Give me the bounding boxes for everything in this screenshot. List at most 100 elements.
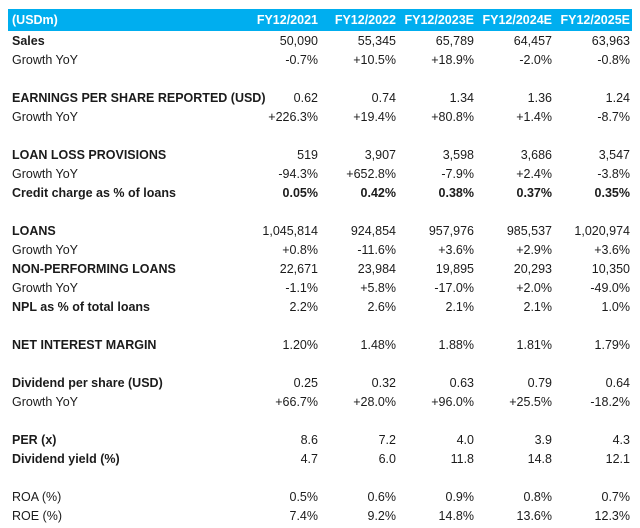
table-row: LOAN LOSS PROVISIONS 519 3,907 3,598 3,686 3,… — [8, 145, 632, 164]
cell-value: 0.5% — [289, 489, 319, 504]
cell-value: 4.3 — [612, 432, 630, 447]
spacer-row — [8, 411, 632, 430]
spacer-cell — [8, 126, 632, 145]
spacer-row — [8, 354, 632, 373]
cell-value: 22,671 — [279, 261, 318, 276]
cell-value: 1.81% — [516, 337, 552, 352]
cell-value: 11.8 — [450, 451, 474, 466]
cell-value: +19.4% — [353, 109, 396, 124]
cell-value: 2.6% — [367, 299, 397, 314]
table-row: Sales 50,090 55,345 65,789 64,457 63,963 — [8, 31, 632, 50]
cell-value: +3.6% — [594, 242, 630, 257]
cell-value: 50,090 — [279, 33, 318, 48]
table-row: EARNINGS PER SHARE REPORTED (USD) 0.62 0.7… — [8, 88, 632, 107]
cell-value: 0.42% — [360, 185, 396, 200]
cell-value: -0.8% — [597, 52, 630, 67]
cell-value: 0.32 — [371, 375, 396, 390]
cell-value: -11.6% — [357, 242, 396, 257]
table-row: Credit charge as % of loans 0.05% 0.42% 0.3… — [8, 183, 632, 202]
cell-value: 957,976 — [428, 223, 474, 238]
table-row: Growth YoY -0.7% +10.5% +18.9% -2.0% -0.8% — [8, 50, 632, 69]
cell-value: 1.20% — [282, 337, 318, 352]
cell-value: -94.3% — [278, 166, 318, 181]
cell-value: -18.2% — [590, 394, 630, 409]
table-row: NON-PERFORMING LOANS 22,671 23,984 19,895 20… — [8, 259, 632, 278]
header-row: (USDm) FY12/2021 FY12/2022 FY12/2023E FY12/… — [8, 9, 632, 31]
cell-value: 4.7 — [300, 451, 318, 466]
cell-value: 1.0% — [601, 299, 631, 314]
spacer-cell — [8, 411, 632, 430]
cell-value: 12.3% — [594, 508, 630, 523]
cell-value: 0.9% — [445, 489, 475, 504]
row-label: Growth YoY — [12, 166, 79, 181]
cell-value: 1,020,974 — [574, 223, 630, 238]
column-header: FY12/2023E — [398, 9, 476, 31]
table-row: ROE (%) 7.4% 9.2% 14.8% 13.6% 12.3% — [8, 506, 632, 525]
cell-value: -3.8% — [597, 166, 630, 181]
cell-value: 63,963 — [591, 33, 630, 48]
cell-value: 2.1% — [445, 299, 475, 314]
spacer-row — [8, 126, 632, 145]
cell-value: 3,907 — [364, 147, 396, 162]
spacer-cell — [8, 69, 632, 88]
table-row: Growth YoY +66.7% +28.0% +96.0% +25.5% -18.2% — [8, 392, 632, 411]
row-label: ROA (%) — [12, 489, 62, 504]
cell-value: 3,598 — [442, 147, 474, 162]
cell-value: -17.0% — [434, 280, 474, 295]
row-label: NON-PERFORMING LOANS — [12, 261, 176, 276]
spacer-row — [8, 69, 632, 88]
cell-value: +18.9% — [431, 52, 474, 67]
table-row: Dividend per share (USD) 0.25 0.32 0.63 0.79… — [8, 373, 632, 392]
cell-value: 14.8% — [438, 508, 474, 523]
cell-value: 0.7% — [601, 489, 631, 504]
cell-value: 23,984 — [357, 261, 396, 276]
spacer-row — [8, 202, 632, 221]
cell-value: -1.1% — [285, 280, 318, 295]
cell-value: 7.2 — [378, 432, 396, 447]
cell-value: 519 — [297, 147, 318, 162]
row-label: NPL as % of total loans — [12, 299, 150, 314]
cell-value: -49.0% — [590, 280, 630, 295]
cell-value: +1.4% — [516, 109, 552, 124]
cell-value: -2.0% — [519, 52, 552, 67]
column-header: FY12/2024E — [476, 9, 554, 31]
cell-value: 0.74 — [371, 90, 396, 105]
table-row: NPL as % of total loans 2.2% 2.6% 2.1% 2.1% 1… — [8, 297, 632, 316]
cell-value: 64,457 — [513, 33, 552, 48]
cell-value: +2.4% — [516, 166, 552, 181]
cell-value: 2.1% — [523, 299, 553, 314]
row-label: Dividend per share (USD) — [12, 375, 163, 390]
table-row: ROA (%) 0.5% 0.6% 0.9% 0.8% 0.7% — [8, 487, 632, 506]
row-label: Sales — [12, 33, 45, 48]
cell-value: +25.5% — [509, 394, 552, 409]
spacer-cell — [8, 316, 632, 335]
cell-value: 7.4% — [289, 508, 319, 523]
cell-value: 10,350 — [591, 261, 630, 276]
cell-value: 0.35% — [594, 185, 630, 200]
cell-value: 14.8 — [527, 451, 552, 466]
cell-value: 65,789 — [435, 33, 474, 48]
cell-value: 0.62 — [293, 90, 318, 105]
cell-value: +0.8% — [282, 242, 318, 257]
table-row: Growth YoY -1.1% +5.8% -17.0% +2.0% -49.0% — [8, 278, 632, 297]
cell-value: +96.0% — [431, 394, 474, 409]
row-label: PER (x) — [12, 432, 57, 447]
cell-value: -8.7% — [597, 109, 630, 124]
cell-value: 20,293 — [513, 261, 552, 276]
table-row: Growth YoY -94.3% +652.8% -7.9% +2.4% -3.8% — [8, 164, 632, 183]
row-label: ROE (%) — [12, 508, 62, 523]
cell-value: +80.8% — [431, 109, 474, 124]
cell-value: +652.8% — [346, 166, 396, 181]
cell-value: 0.37% — [516, 185, 552, 200]
cell-value: 4.0 — [456, 432, 474, 447]
column-header: FY12/2022 — [320, 9, 398, 31]
row-label: Growth YoY — [12, 394, 79, 409]
cell-value: 0.6% — [367, 489, 397, 504]
spacer-row — [8, 316, 632, 335]
cell-value: +2.0% — [516, 280, 552, 295]
table-row: Growth YoY +226.3% +19.4% +80.8% +1.4% -8.7% — [8, 107, 632, 126]
cell-value: 13.6% — [516, 508, 552, 523]
row-label: Growth YoY — [12, 280, 79, 295]
cell-value: +3.6% — [438, 242, 474, 257]
